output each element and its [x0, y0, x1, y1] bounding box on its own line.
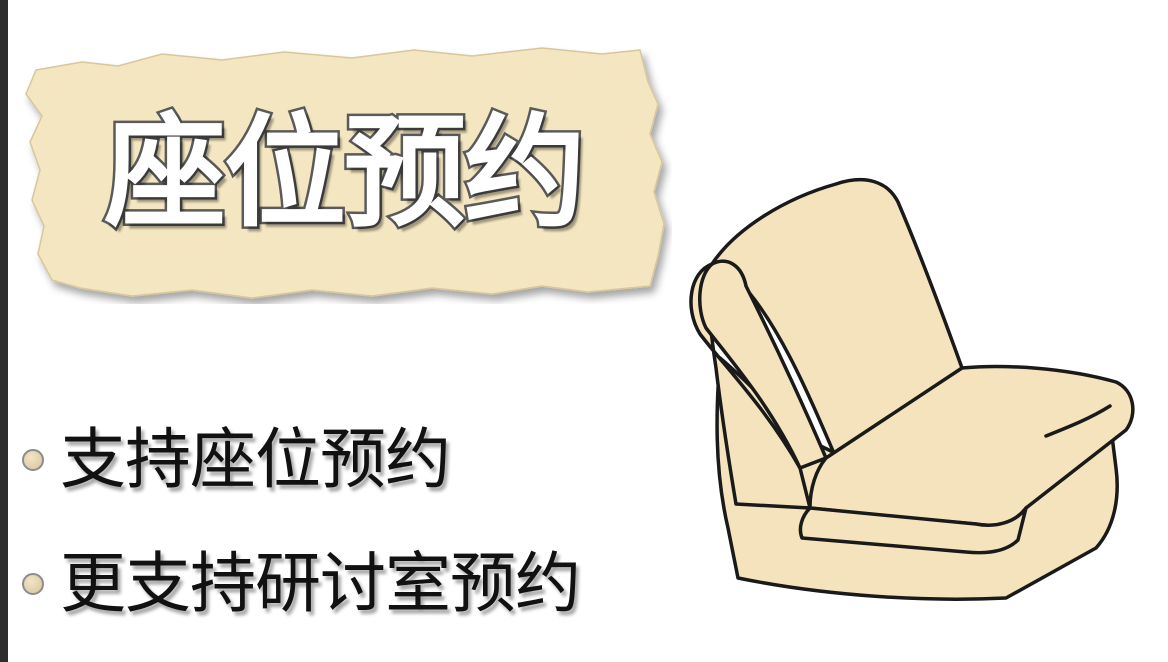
circle-bullet-icon [22, 449, 44, 471]
bullet-text: 更支持研讨室预约 [60, 545, 581, 622]
chair-armrest-roll [698, 259, 828, 470]
bullet-item: 支持座位预约 [22, 412, 580, 508]
chair-seat-front [798, 506, 1028, 555]
slide-title: 座位预约 [102, 102, 589, 244]
torn-paper-banner [25, 47, 665, 299]
circle-bullet-icon [22, 573, 44, 595]
armchair-icon [689, 178, 1135, 601]
chair-seam [1044, 404, 1112, 438]
chair-seat [808, 364, 1135, 527]
slide-left-border [0, 0, 8, 662]
bullet-list: 支持座位预约 更支持研讨室预约 [22, 412, 581, 660]
bullet-text: 支持座位预约 [60, 421, 451, 498]
bullet-item: 更支持研讨室预约 [22, 536, 581, 632]
chair-backrest [710, 178, 964, 460]
title-banner: 座位预约 [22, 42, 672, 304]
